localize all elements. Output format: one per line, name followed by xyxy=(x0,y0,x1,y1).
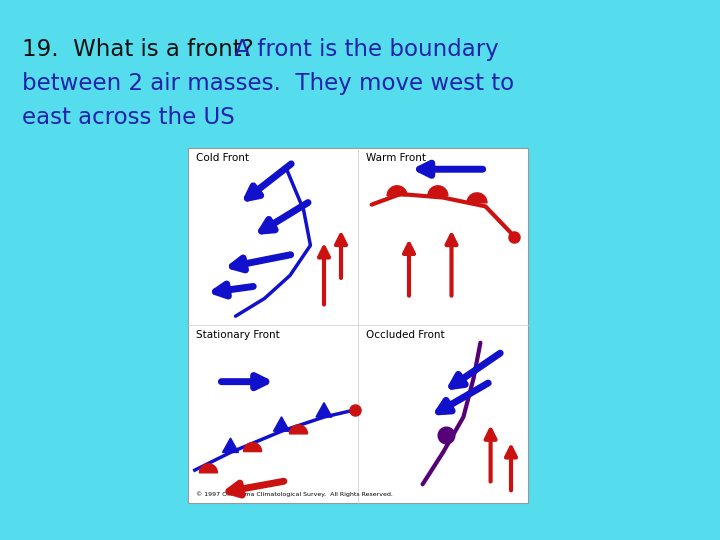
Polygon shape xyxy=(289,425,307,434)
Polygon shape xyxy=(428,186,448,196)
Text: between 2 air masses.  They move west to: between 2 air masses. They move west to xyxy=(22,72,514,95)
Bar xyxy=(188,148,528,503)
Text: © 1997 Oklahoma Climatological Survey.  All Rights Reserved.: © 1997 Oklahoma Climatological Survey. A… xyxy=(196,491,393,497)
Text: 19.  What is a front?: 19. What is a front? xyxy=(22,38,253,61)
Polygon shape xyxy=(316,403,332,417)
Text: Occluded Front: Occluded Front xyxy=(366,330,445,340)
Polygon shape xyxy=(199,464,217,473)
Text: Warm Front: Warm Front xyxy=(366,153,426,163)
Polygon shape xyxy=(243,443,261,451)
Polygon shape xyxy=(467,193,487,203)
Polygon shape xyxy=(387,186,407,196)
Text: Cold Front: Cold Front xyxy=(196,153,249,163)
Text: east across the US: east across the US xyxy=(22,106,235,129)
Polygon shape xyxy=(274,417,289,431)
Text: A front is the boundary: A front is the boundary xyxy=(220,38,499,61)
Polygon shape xyxy=(222,438,238,453)
Text: Stationary Front: Stationary Front xyxy=(196,330,280,340)
